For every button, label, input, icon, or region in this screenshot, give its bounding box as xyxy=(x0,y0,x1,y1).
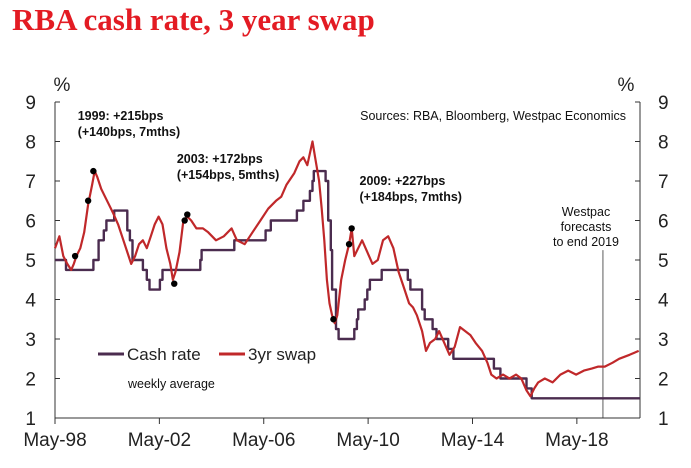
y-tick-label-right: 9 xyxy=(658,93,669,114)
annotation-text: 1999: +215bps xyxy=(78,109,164,123)
annotation-text: 2003: +172bps xyxy=(177,152,263,166)
y-tick-label-left: 6 xyxy=(25,212,36,233)
event-marker xyxy=(90,167,97,175)
event-marker xyxy=(345,241,353,248)
y-tick-label-right: 2 xyxy=(658,370,669,391)
y-tick-label-right: 7 xyxy=(658,172,669,193)
legend-label-swap: 3yr swap xyxy=(248,345,316,364)
forecast-label: to end 2019 xyxy=(553,235,619,249)
x-tick-label: May-06 xyxy=(232,430,295,451)
event-marker xyxy=(171,280,178,287)
event-marker xyxy=(330,316,337,323)
x-tick-label: May-98 xyxy=(23,430,86,451)
y-tick-label-left: 4 xyxy=(25,291,36,312)
y-tick-label-right: 5 xyxy=(658,251,669,272)
annotation-text: (+140bps, 7mths) xyxy=(78,125,180,139)
y-unit-right: % xyxy=(618,75,635,96)
y-tick-label-right: 4 xyxy=(658,291,669,312)
event-marker xyxy=(348,225,355,232)
event-marker xyxy=(181,217,188,224)
chart-title: RBA cash rate, 3 year swap xyxy=(12,2,375,37)
y-tick-label-right: 6 xyxy=(658,212,669,233)
event-marker xyxy=(84,197,92,204)
y-tick-label-left: 2 xyxy=(25,370,36,391)
y-tick-label-left: 3 xyxy=(25,330,36,351)
annotation-text: 2009: +227bps xyxy=(360,174,446,188)
y-tick-label-left: 1 xyxy=(25,409,36,430)
series-line-cash-rate xyxy=(55,169,640,400)
y-unit-left: % xyxy=(54,75,71,96)
y-tick-label-right: 3 xyxy=(658,330,669,351)
annotation-text: (+184bps, 7mths) xyxy=(360,190,462,204)
y-tick-label-left: 8 xyxy=(25,133,36,154)
y-tick-label-right: 1 xyxy=(658,409,669,430)
x-tick-label: May-02 xyxy=(128,430,191,451)
source-note: Sources: RBA, Bloomberg, Westpac Economi… xyxy=(360,109,626,123)
forecast-label: forecasts xyxy=(561,220,612,234)
y-tick-label-left: 5 xyxy=(25,251,36,272)
y-tick-label-left: 9 xyxy=(25,93,36,114)
x-tick-label: May-10 xyxy=(336,430,399,451)
legend-label-cash-rate: Cash rate xyxy=(127,345,201,364)
event-marker xyxy=(184,211,191,218)
series-line-swap xyxy=(53,140,640,398)
x-tick-label: May-18 xyxy=(545,430,608,451)
x-tick-label: May-14 xyxy=(441,430,505,451)
y-tick-label-right: 8 xyxy=(658,133,669,154)
forecast-label: Westpac xyxy=(562,205,610,219)
annotation-text: (+154bps, 5mths) xyxy=(177,168,279,182)
event-marker xyxy=(71,252,79,260)
y-tick-label-left: 7 xyxy=(25,172,36,193)
weekly-average-note: weekly average xyxy=(127,377,215,391)
